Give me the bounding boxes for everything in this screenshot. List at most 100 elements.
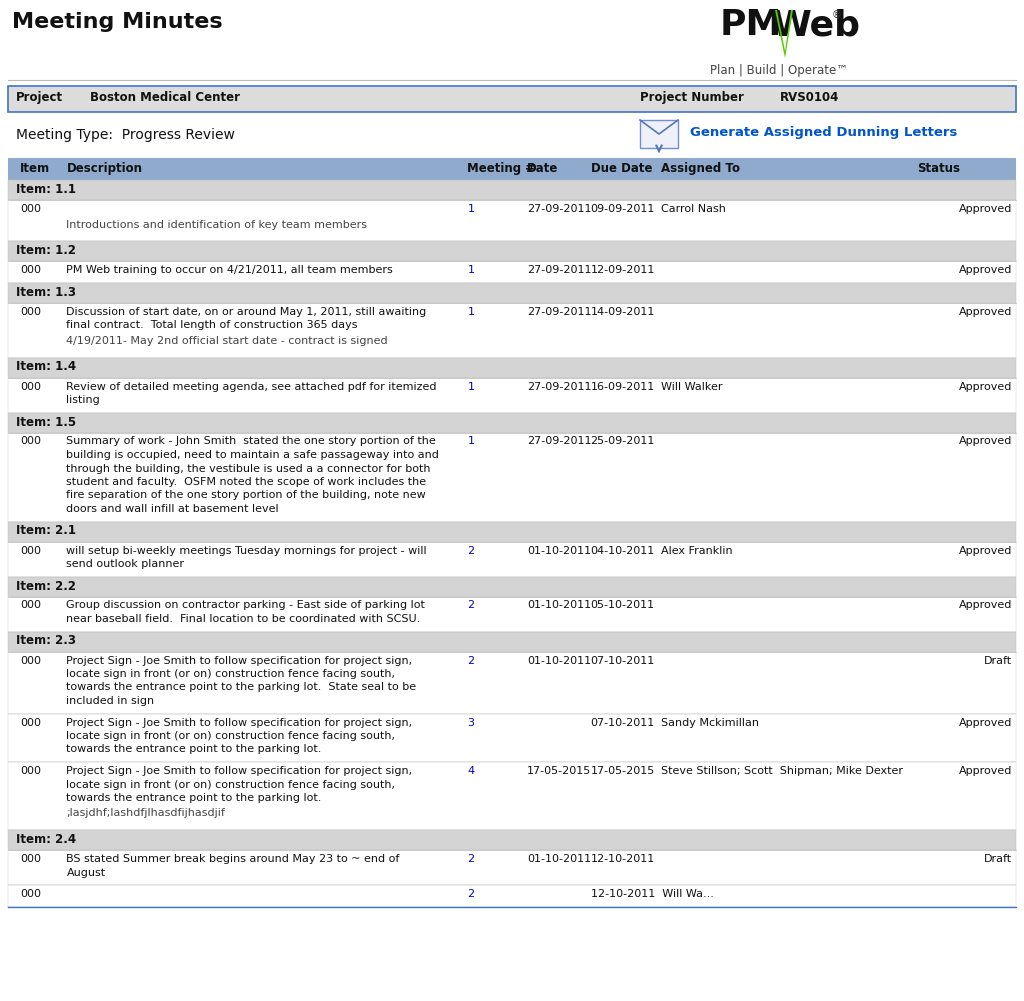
- Text: Meeting Type:  Progress Review: Meeting Type: Progress Review: [16, 128, 234, 142]
- Text: Approved: Approved: [958, 718, 1012, 728]
- Bar: [8, 283, 1016, 303]
- Text: RVS0104: RVS0104: [780, 91, 840, 104]
- Bar: [8, 577, 1016, 597]
- Text: 2: 2: [468, 546, 475, 556]
- Text: Draft: Draft: [984, 656, 1012, 666]
- Text: Item: 2.1: Item: 2.1: [16, 525, 76, 538]
- Text: Meeting #: Meeting #: [467, 162, 535, 175]
- Text: Approved: Approved: [958, 601, 1012, 611]
- Text: Will Walker: Will Walker: [662, 381, 723, 391]
- Bar: [8, 180, 1016, 200]
- Bar: [8, 241, 1016, 261]
- Text: 1: 1: [468, 204, 475, 214]
- Text: 2: 2: [468, 854, 475, 864]
- Bar: [8, 830, 1016, 850]
- Text: PM: PM: [720, 8, 782, 42]
- Text: BS stated Summer break begins around May 23 to ~ end of: BS stated Summer break begins around May…: [67, 854, 399, 864]
- Text: 07-10-2011: 07-10-2011: [591, 656, 655, 666]
- Text: final contract.  Total length of construction 365 days: final contract. Total length of construc…: [67, 320, 358, 330]
- Text: 04-10-2011: 04-10-2011: [591, 546, 655, 556]
- Text: Description: Description: [67, 162, 142, 175]
- Text: 2: 2: [468, 601, 475, 611]
- Text: 27-09-2011: 27-09-2011: [527, 204, 592, 214]
- Text: August: August: [67, 868, 105, 878]
- Text: Date: Date: [527, 162, 558, 175]
- Text: 4: 4: [468, 766, 475, 776]
- Text: 17-05-2015: 17-05-2015: [527, 766, 592, 776]
- Text: locate sign in front (or on) construction fence facing south,: locate sign in front (or on) constructio…: [67, 669, 395, 679]
- Text: 27-09-2011: 27-09-2011: [527, 381, 592, 391]
- Text: send outlook planner: send outlook planner: [67, 559, 184, 569]
- Text: Group discussion on contractor parking - East side of parking lot: Group discussion on contractor parking -…: [67, 601, 425, 611]
- Text: Sandy Mckimillan: Sandy Mckimillan: [662, 718, 759, 728]
- Text: Item: 1.5: Item: 1.5: [16, 415, 76, 428]
- Text: 17-05-2015: 17-05-2015: [591, 766, 655, 776]
- Polygon shape: [775, 10, 793, 58]
- Text: Boston Medical Center: Boston Medical Center: [90, 91, 240, 104]
- Text: 16-09-2011: 16-09-2011: [591, 381, 655, 391]
- Bar: [8, 432, 1016, 522]
- Text: 05-10-2011: 05-10-2011: [591, 601, 654, 611]
- Text: Alex Franklin: Alex Franklin: [662, 546, 733, 556]
- Text: 27-09-2011: 27-09-2011: [527, 307, 592, 317]
- Text: 01-10-2011: 01-10-2011: [527, 601, 591, 611]
- Bar: [8, 762, 1016, 830]
- Text: through the building, the vestibule is used a a connector for both: through the building, the vestibule is u…: [67, 463, 431, 473]
- Text: Status: Status: [918, 162, 961, 175]
- Text: Item: 1.4: Item: 1.4: [16, 360, 76, 373]
- Bar: [8, 303, 1016, 357]
- Text: Approved: Approved: [958, 204, 1012, 214]
- Bar: [8, 200, 1016, 241]
- Text: Plan | Build | Operate™: Plan | Build | Operate™: [710, 64, 848, 77]
- Text: 000: 000: [20, 265, 41, 275]
- Text: Summary of work - John Smith  stated the one story portion of the: Summary of work - John Smith stated the …: [67, 436, 436, 446]
- Text: Approved: Approved: [958, 766, 1012, 776]
- Text: fire separation of the one story portion of the building, note new: fire separation of the one story portion…: [67, 490, 426, 500]
- Text: Draft: Draft: [984, 854, 1012, 864]
- Text: PM Web training to occur on 4/21/2011, all team members: PM Web training to occur on 4/21/2011, a…: [67, 265, 393, 275]
- Text: 12-09-2011: 12-09-2011: [591, 265, 655, 275]
- Text: Approved: Approved: [958, 307, 1012, 317]
- Text: 1: 1: [468, 381, 475, 391]
- Text: Approved: Approved: [958, 436, 1012, 446]
- Bar: [8, 86, 1016, 112]
- Text: Item: 2.4: Item: 2.4: [16, 833, 76, 846]
- Text: locate sign in front (or on) construction fence facing south,: locate sign in front (or on) constructio…: [67, 780, 395, 790]
- Bar: [8, 652, 1016, 714]
- Text: 01-10-2011: 01-10-2011: [527, 854, 591, 864]
- Bar: [640, 120, 678, 148]
- Text: 27-09-2011: 27-09-2011: [527, 265, 592, 275]
- Text: ;lasjdhf;lashdfjlhasdfijhasdjif: ;lasjdhf;lashdfjlhasdfijhasdjif: [67, 809, 225, 819]
- Text: Project: Project: [16, 91, 63, 104]
- Text: Due Date: Due Date: [591, 162, 652, 175]
- Text: Item: 1.1: Item: 1.1: [16, 183, 76, 196]
- Bar: [8, 542, 1016, 577]
- Text: Review of detailed meeting agenda, see attached pdf for itemized: Review of detailed meeting agenda, see a…: [67, 381, 437, 391]
- Text: 2: 2: [468, 656, 475, 666]
- Text: Item: 1.3: Item: 1.3: [16, 286, 76, 299]
- Text: towards the entrance point to the parking lot.: towards the entrance point to the parkin…: [67, 793, 322, 803]
- Bar: [8, 714, 1016, 762]
- Text: 01-10-2011: 01-10-2011: [527, 546, 591, 556]
- Text: 25-09-2011: 25-09-2011: [591, 436, 655, 446]
- Text: Assigned To: Assigned To: [662, 162, 740, 175]
- Text: Carrol Nash: Carrol Nash: [662, 204, 726, 214]
- Text: 01-10-2011: 01-10-2011: [527, 656, 591, 666]
- Text: 1: 1: [468, 265, 475, 275]
- Text: Discussion of start date, on or around May 1, 2011, still awaiting: Discussion of start date, on or around M…: [67, 307, 427, 317]
- Text: 12-10-2011: 12-10-2011: [591, 854, 655, 864]
- Text: included in sign: included in sign: [67, 696, 155, 706]
- Text: 000: 000: [20, 204, 41, 214]
- Text: Approved: Approved: [958, 381, 1012, 391]
- Text: Steve Stillson; Scott  Shipman; Mike Dexter: Steve Stillson; Scott Shipman; Mike Dext…: [662, 766, 903, 776]
- Text: Project Sign - Joe Smith to follow specification for project sign,: Project Sign - Joe Smith to follow speci…: [67, 656, 413, 666]
- Text: listing: listing: [67, 395, 100, 405]
- Text: 07-10-2011: 07-10-2011: [591, 718, 655, 728]
- Bar: [8, 377, 1016, 412]
- Text: Approved: Approved: [958, 265, 1012, 275]
- Text: Generate Assigned Dunning Letters: Generate Assigned Dunning Letters: [690, 126, 957, 139]
- Text: Project Number: Project Number: [640, 91, 743, 104]
- Text: towards the entrance point to the parking lot.  State seal to be: towards the entrance point to the parkin…: [67, 683, 417, 693]
- Text: 000: 000: [20, 656, 41, 666]
- Text: Meeting Minutes: Meeting Minutes: [12, 12, 222, 32]
